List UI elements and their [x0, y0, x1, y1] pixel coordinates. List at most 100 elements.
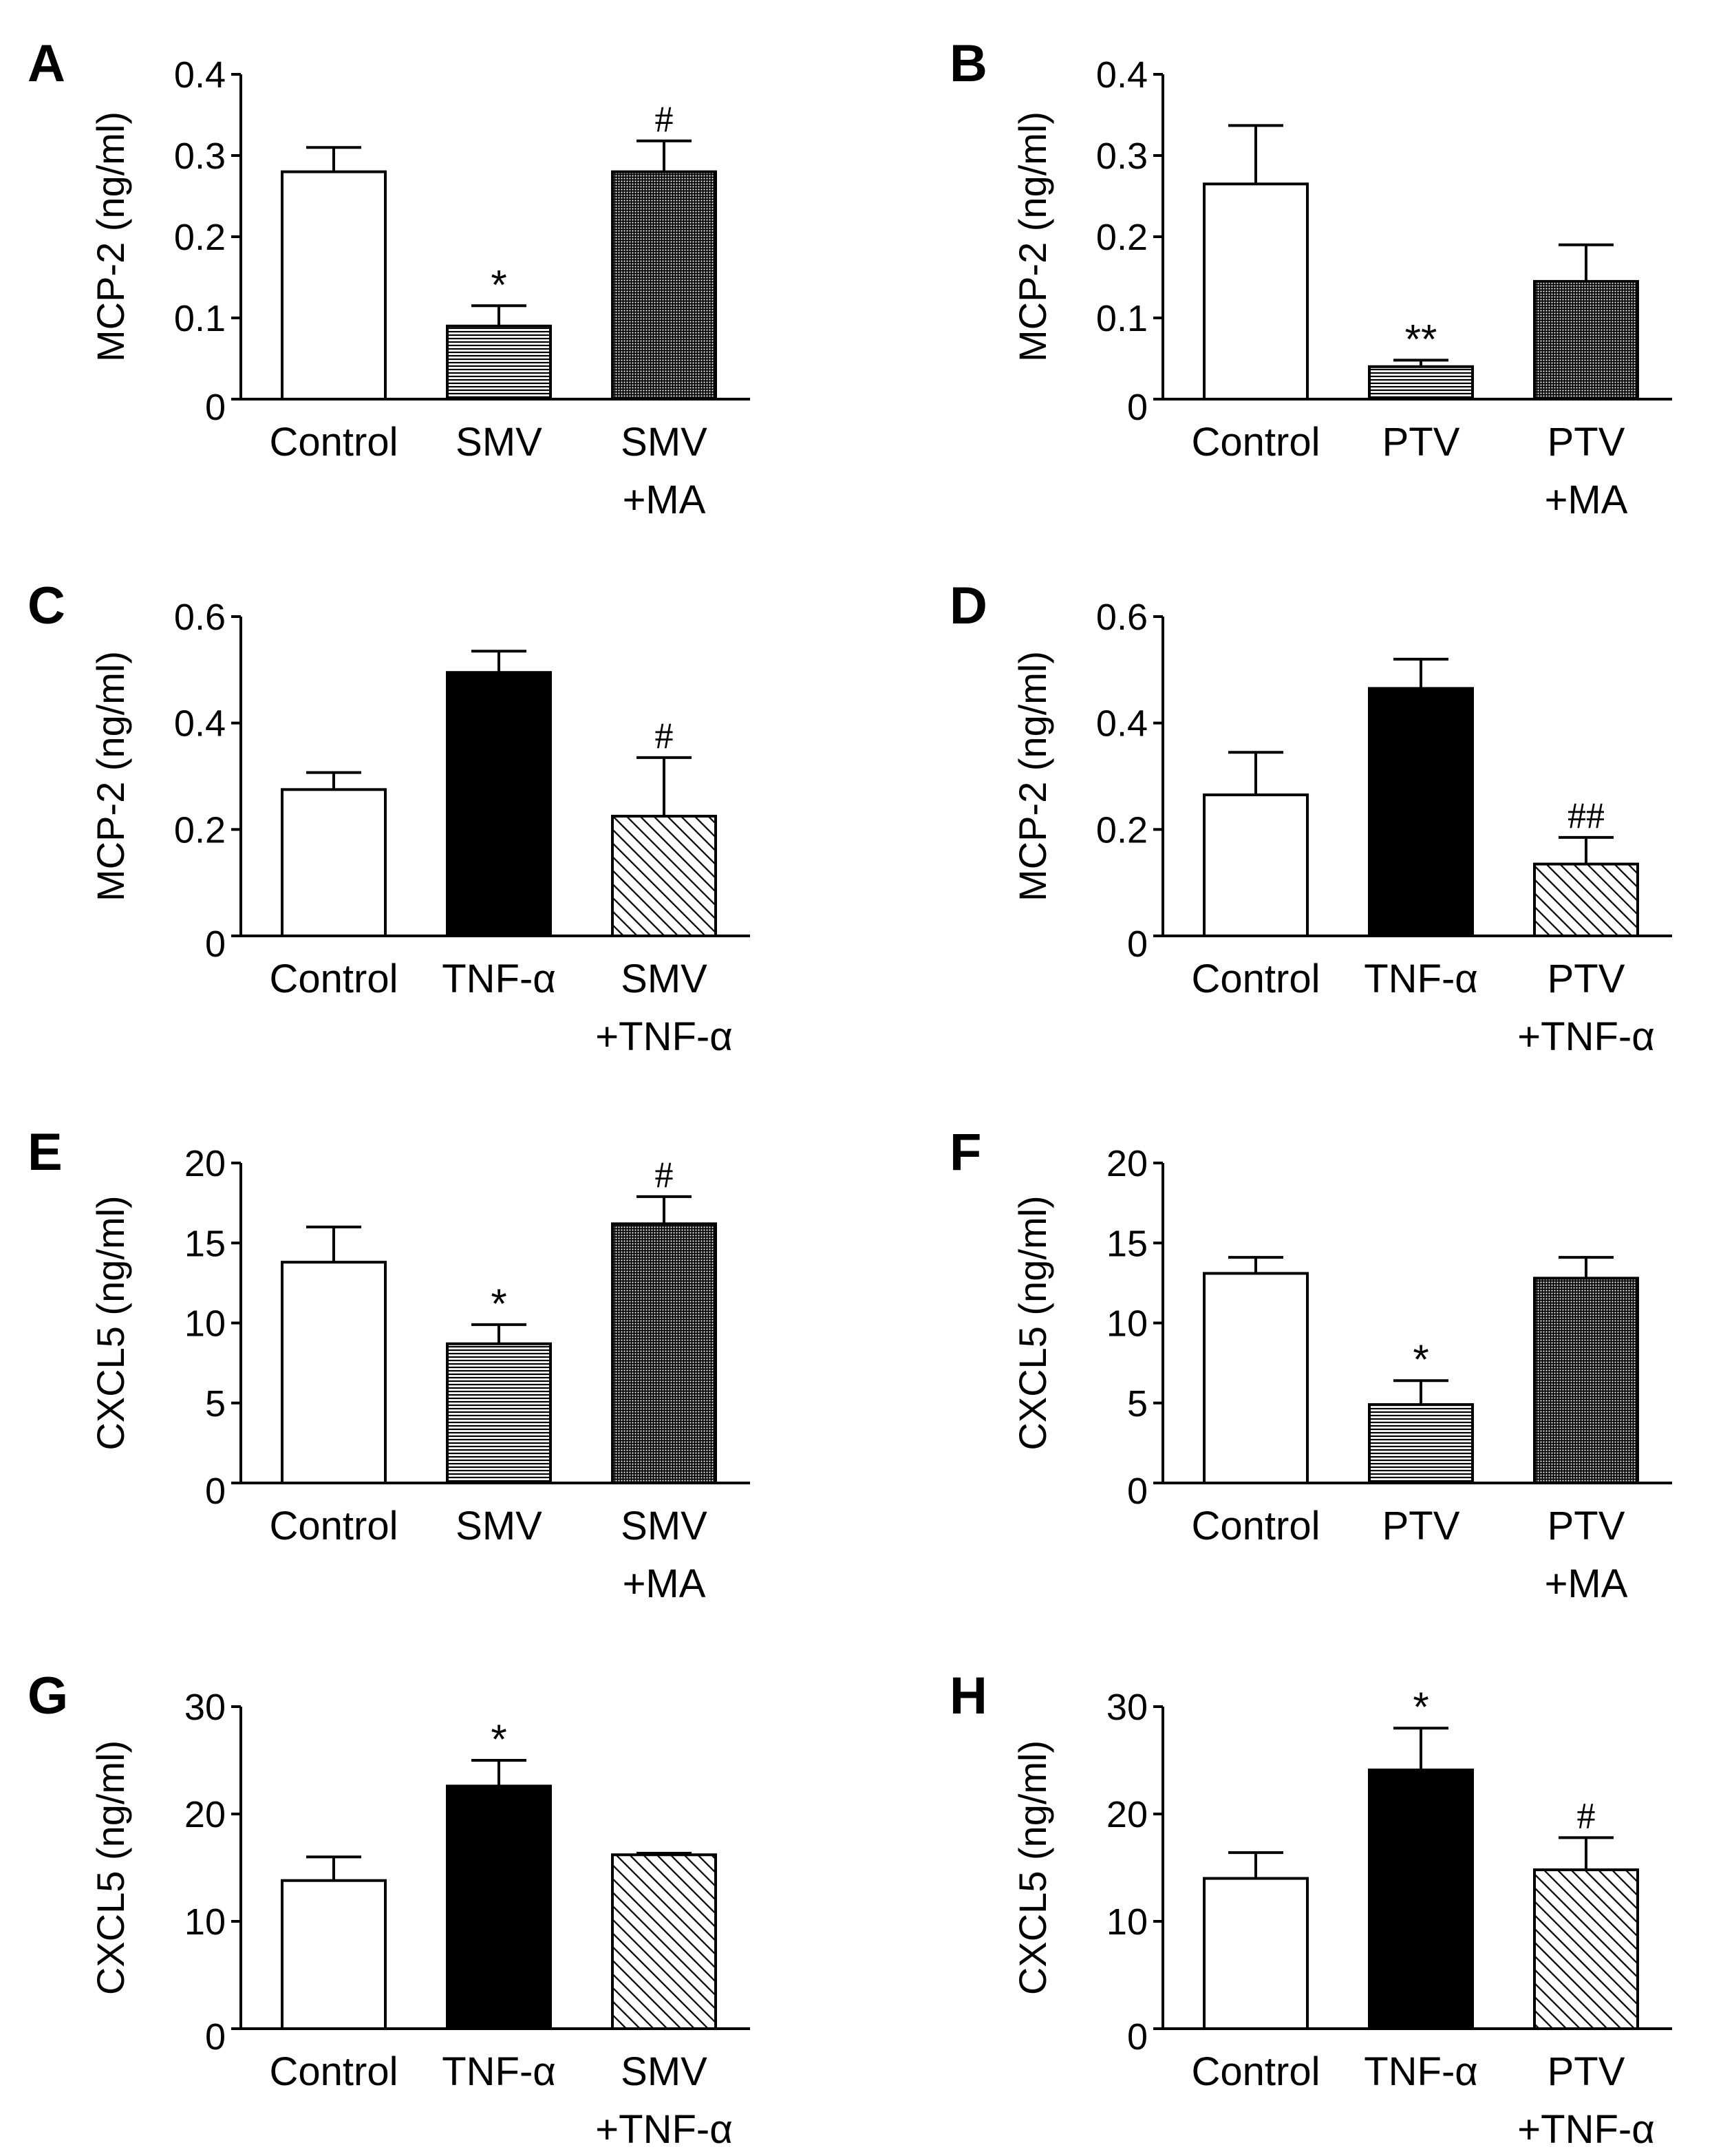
y-tick-label: 5 — [1127, 1383, 1148, 1424]
panel-b: B MCP-2 (ng/ml) 0 0.1 0.2 0.3 0.4 Control ** PTV P… — [950, 34, 1672, 522]
y-axis-label: CXCL5 (ng/ml) — [89, 1195, 132, 1450]
bar — [1368, 1403, 1474, 1484]
category-label: Control — [270, 420, 398, 465]
significance-marker: * — [491, 262, 506, 308]
category-label: Control — [270, 1504, 398, 1548]
y-tick-label: 0 — [205, 387, 226, 428]
significance-marker: * — [491, 1281, 506, 1327]
panel-letter: H — [950, 1667, 987, 1725]
category-label: PTV — [1382, 420, 1460, 465]
category-label: TNF-α — [1364, 2049, 1478, 2094]
y-axis-label: MCP-2 (ng/ml) — [1011, 111, 1054, 362]
significance-marker: ** — [1405, 316, 1437, 362]
y-axis-label: MCP-2 (ng/ml) — [89, 651, 132, 901]
y-tick-label: 0 — [1127, 924, 1148, 965]
category-label: SMV — [621, 1504, 707, 1548]
y-tick-label: 0 — [1127, 1471, 1148, 1512]
bar — [1203, 1877, 1309, 2031]
category-label: +MA — [623, 478, 706, 522]
bar — [611, 1853, 717, 2031]
category-label: +MA — [623, 1561, 706, 1606]
category-label: +TNF-α — [595, 1014, 732, 1059]
y-tick-label: 0 — [1127, 2016, 1148, 2058]
category-label: PTV — [1548, 1504, 1625, 1548]
y-tick-label: 20 — [1106, 1794, 1148, 1835]
panel-letter: B — [950, 34, 987, 93]
panel-e: E CXCL5 (ng/ml) 0 5 10 15 20 Control * SMV # SMV +MA — [28, 1123, 750, 1606]
significance-marker: # — [655, 1154, 674, 1195]
category-label: TNF-α — [1364, 957, 1478, 1001]
category-label: SMV — [456, 420, 542, 465]
y-tick-label: 0.4 — [1096, 54, 1148, 96]
y-tick-label: 10 — [1106, 1303, 1148, 1345]
y-tick-label: 20 — [184, 1143, 226, 1184]
bar — [1533, 1277, 1639, 1485]
significance-marker: ## — [1567, 795, 1605, 836]
y-axis-label: CXCL5 (ng/ml) — [89, 1740, 132, 1995]
significance-marker: # — [655, 715, 674, 756]
y-tick-label: 0.1 — [174, 298, 226, 339]
category-label: Control — [270, 2049, 398, 2094]
bar — [281, 170, 387, 401]
y-tick-label: 30 — [184, 1687, 226, 1728]
y-tick-label: 0.3 — [174, 136, 226, 177]
bar — [446, 324, 552, 401]
panel-c: C MCP-2 (ng/ml) 0 0.2 0.4 0.6 Control TNF-α # SMV… — [28, 577, 750, 1059]
y-tick-label: 5 — [205, 1383, 226, 1424]
bar — [1368, 365, 1474, 401]
significance-marker: * — [491, 1716, 506, 1762]
panel-letter: A — [28, 34, 65, 93]
bar — [446, 1342, 552, 1484]
panel-h: H CXCL5 (ng/ml) 0 10 20 30 Control * TNF-α # PTV +T… — [950, 1667, 1672, 2152]
panel-f: F CXCL5 (ng/ml) 0 5 10 15 20 Control * PTV PTV +MA — [950, 1123, 1672, 1606]
y-tick-label: 0 — [1127, 387, 1148, 428]
panel-g: G CXCL5 (ng/ml) 0 10 20 30 Control * TNF-α SMV +TN… — [28, 1667, 750, 2152]
significance-marker: * — [1413, 1336, 1428, 1383]
bar — [611, 170, 717, 401]
bar — [1203, 1272, 1309, 1485]
significance-marker: * — [1413, 1684, 1428, 1730]
y-tick-label: 0.4 — [1096, 703, 1148, 745]
y-tick-label: 0.1 — [1096, 298, 1148, 339]
y-tick-label: 15 — [1106, 1223, 1148, 1264]
panel-letter: G — [28, 1667, 68, 1725]
bar — [281, 1879, 387, 2030]
y-tick-label: 0.6 — [1096, 597, 1148, 638]
bar — [281, 788, 387, 938]
y-axis-label: CXCL5 (ng/ml) — [1011, 1195, 1054, 1450]
bar — [1533, 279, 1639, 401]
panel-letter: C — [28, 577, 65, 635]
panel-letter: D — [950, 577, 987, 635]
y-tick-label: 10 — [184, 1303, 226, 1345]
bar — [446, 671, 552, 937]
bar — [611, 1222, 717, 1484]
category-label: SMV — [621, 2049, 707, 2094]
bar — [1368, 687, 1474, 938]
bar — [1203, 793, 1309, 937]
category-label: +TNF-α — [1517, 2107, 1654, 2152]
bar — [611, 815, 717, 937]
y-tick-label: 20 — [184, 1794, 226, 1835]
category-label: +TNF-α — [1517, 1014, 1654, 1059]
y-tick-label: 10 — [1106, 1901, 1148, 1943]
y-tick-label: 0 — [205, 924, 226, 965]
y-tick-label: 20 — [1106, 1143, 1148, 1184]
y-tick-label: 0.2 — [174, 217, 226, 258]
category-label: PTV — [1548, 420, 1625, 465]
y-tick-label: 0.4 — [174, 703, 226, 745]
y-tick-label: 0.2 — [1096, 809, 1148, 851]
panel-d: D MCP-2 (ng/ml) 0 0.2 0.4 0.6 Control TNF-α ## PT… — [950, 577, 1672, 1059]
category-label: +TNF-α — [595, 2107, 732, 2152]
category-label: Control — [1192, 420, 1320, 465]
panel-a: A MCP-2 (ng/ml) 0 0.1 0.2 0.3 0.4 Control * SMV # S… — [28, 34, 750, 522]
category-label: Control — [270, 957, 398, 1001]
significance-marker: # — [1577, 1795, 1596, 1836]
significance-marker: # — [655, 98, 674, 140]
y-axis-label: MCP-2 (ng/ml) — [89, 111, 132, 362]
category-label: PTV — [1548, 2049, 1625, 2094]
category-label: TNF-α — [442, 957, 556, 1001]
y-tick-label: 0.2 — [174, 809, 226, 851]
bar — [1203, 182, 1309, 401]
bar — [446, 1784, 552, 2030]
